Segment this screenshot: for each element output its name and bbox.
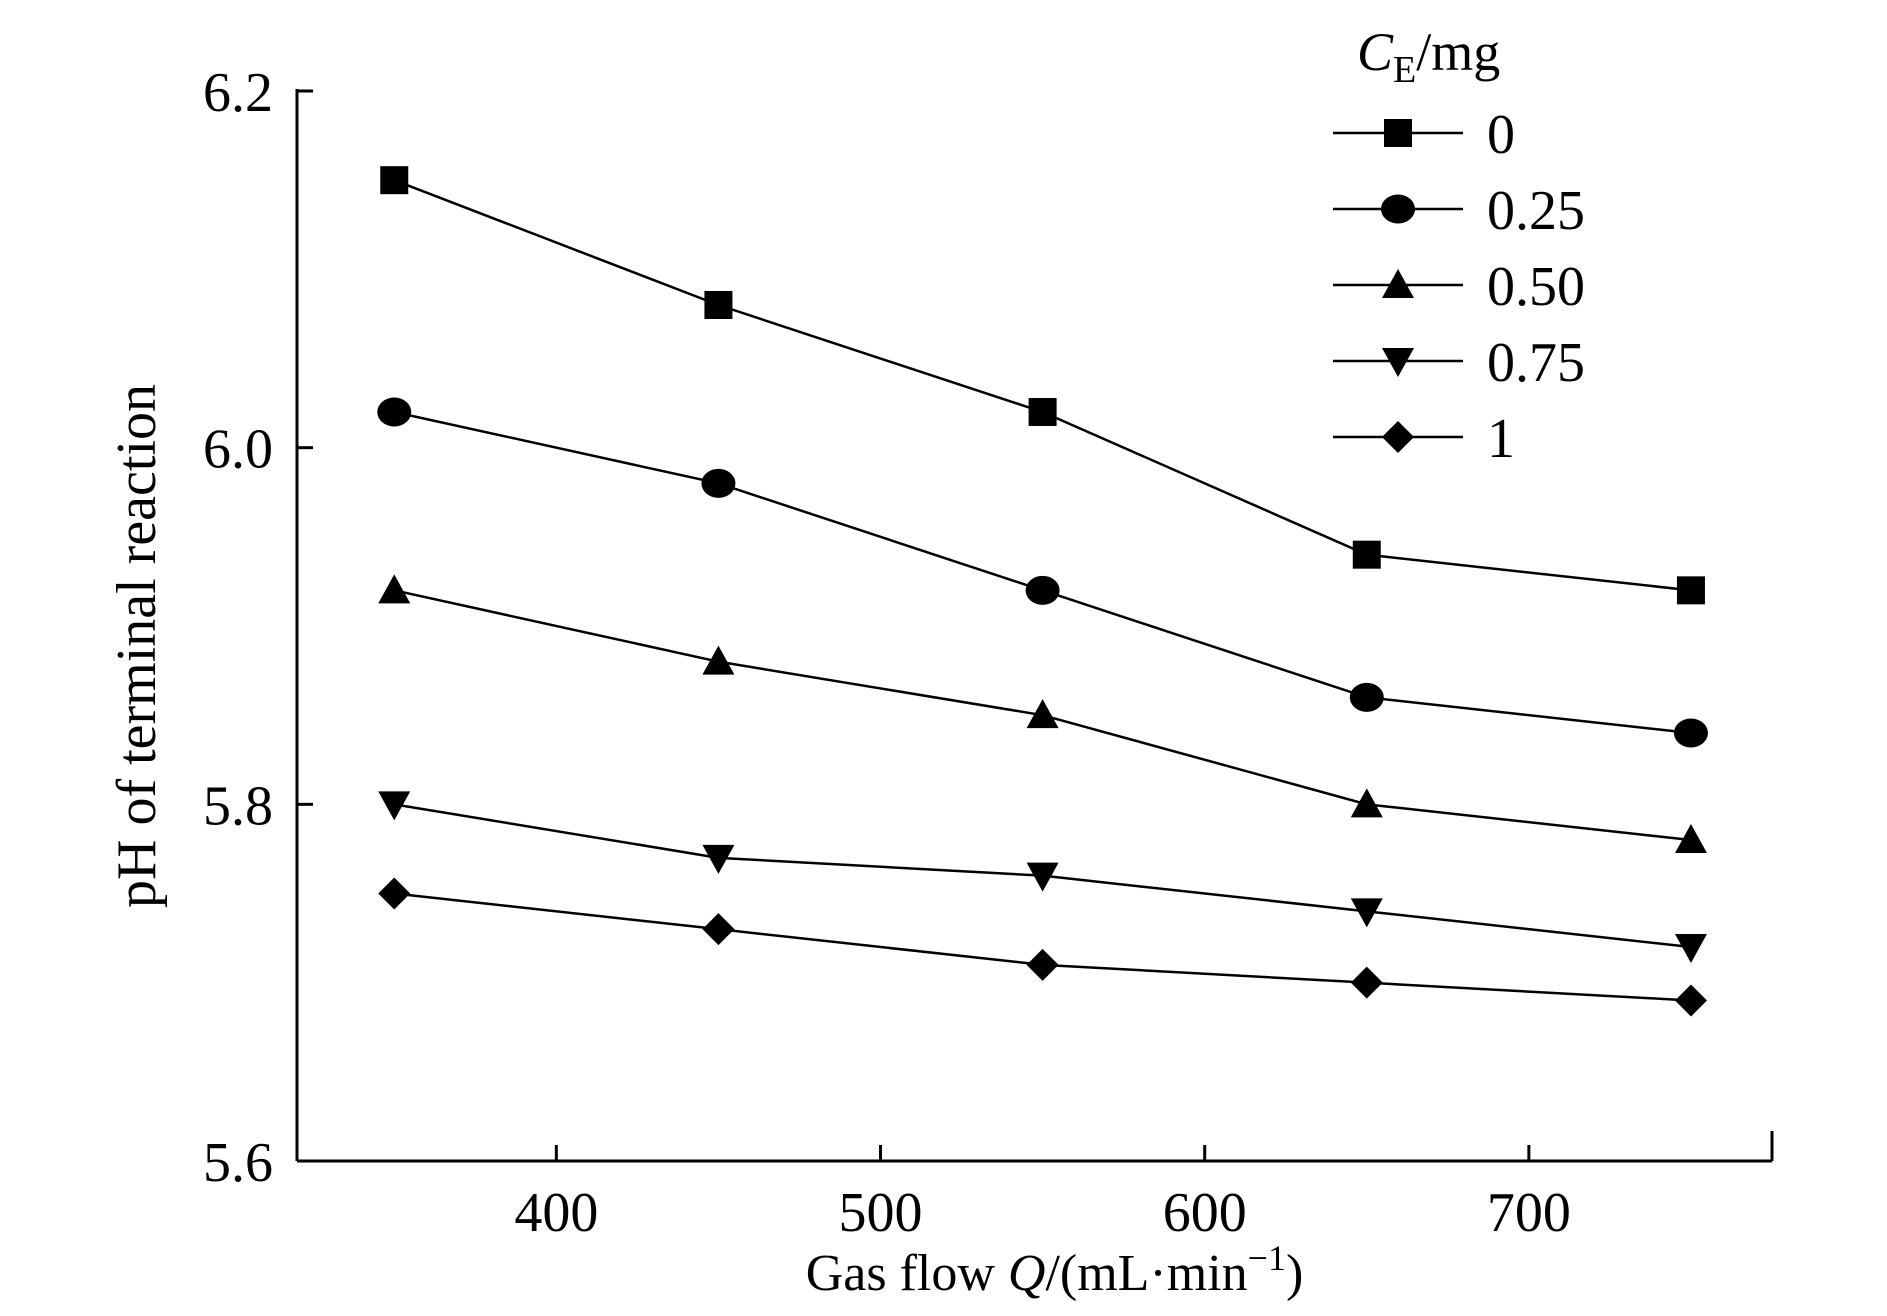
x-axis-label-unit: /(mL·min [1045,1245,1247,1302]
data-point [1349,682,1384,712]
legend-title-unit: /mg [1416,22,1500,82]
legend-label: 0.75 [1487,332,1585,394]
x-axis-label-exp: −1 [1248,1238,1286,1278]
legend-title-sub: E [1393,49,1416,91]
data-point [378,877,411,910]
data-point [1673,718,1708,748]
legend-entry-2: 0.50 [1333,256,1585,318]
legend-label: 1 [1487,408,1515,470]
data-point [1674,984,1707,1017]
data-point [1350,788,1383,818]
data-point [378,791,411,821]
series-0 [380,166,1705,605]
legend-entry-0: 0 [1333,104,1515,166]
y-tick-label: 6.2 [203,62,273,124]
legend-entry-1: 0.25 [1333,180,1585,242]
legend-label: 0 [1487,104,1515,166]
data-point [1026,948,1059,981]
legend-entry-3: 0.75 [1333,332,1585,394]
x-tick-label: 400 [514,1182,598,1244]
legend-marker [1382,421,1414,453]
x-tick-label: 700 [1487,1182,1571,1244]
data-point [702,844,735,874]
axis-labels: pH of terminal reaction Gas flow Q/(mL·mi… [106,384,1303,1302]
legend-marker [1382,348,1414,377]
legend-marker [1382,269,1414,298]
data-point [704,291,733,319]
x-axis-label: Gas flow Q/(mL·min−1) [806,1238,1304,1302]
series-1 [377,397,1708,748]
data-point [1025,575,1060,605]
series-line [394,892,1692,1002]
series-3 [378,791,1707,963]
data-point [378,574,411,604]
data-point [1350,898,1383,928]
data-point [1674,824,1707,853]
axes: 5.6 5.8 6.0 6.2 400 500 600 700 [203,62,1774,1244]
legend-entry-4: 1 [1333,408,1515,470]
x-axis-label-close: ) [1286,1245,1303,1302]
x-tick-label: 600 [1163,1182,1247,1244]
x-axis-label-var: Q [1008,1245,1046,1302]
data-point [702,645,735,675]
y-tick-label: 5.6 [203,1132,273,1194]
x-tick-label: 500 [839,1182,923,1244]
data-point [1350,966,1383,999]
legend-title-var: C [1357,22,1394,82]
data-point [1676,576,1705,605]
data-point [1674,934,1707,963]
data-point [702,913,735,946]
series-4 [378,877,1707,1017]
legend-label: 0.25 [1487,180,1585,242]
data-point [1026,862,1059,892]
data-point [380,166,409,195]
y-axis-label: pH of terminal reaction [106,384,168,908]
data-point [377,397,412,427]
series-layer [377,166,1708,1017]
series-2 [378,574,1707,853]
data-point [1352,540,1381,569]
data-point [1028,398,1057,426]
y-tick-label: 5.8 [203,775,273,837]
y-tick-label: 6.0 [203,419,273,481]
legend-marker [1381,194,1415,224]
data-point [701,468,736,498]
legend-label: 0.50 [1487,256,1585,318]
legend-marker [1384,119,1412,147]
x-axis-label-prefix: Gas flow [806,1245,1008,1302]
data-point [1026,699,1059,729]
legend: CE/mg 0 0.25 0.50 0.75 1 [1333,22,1585,470]
legend-title: CE/mg [1357,22,1500,91]
